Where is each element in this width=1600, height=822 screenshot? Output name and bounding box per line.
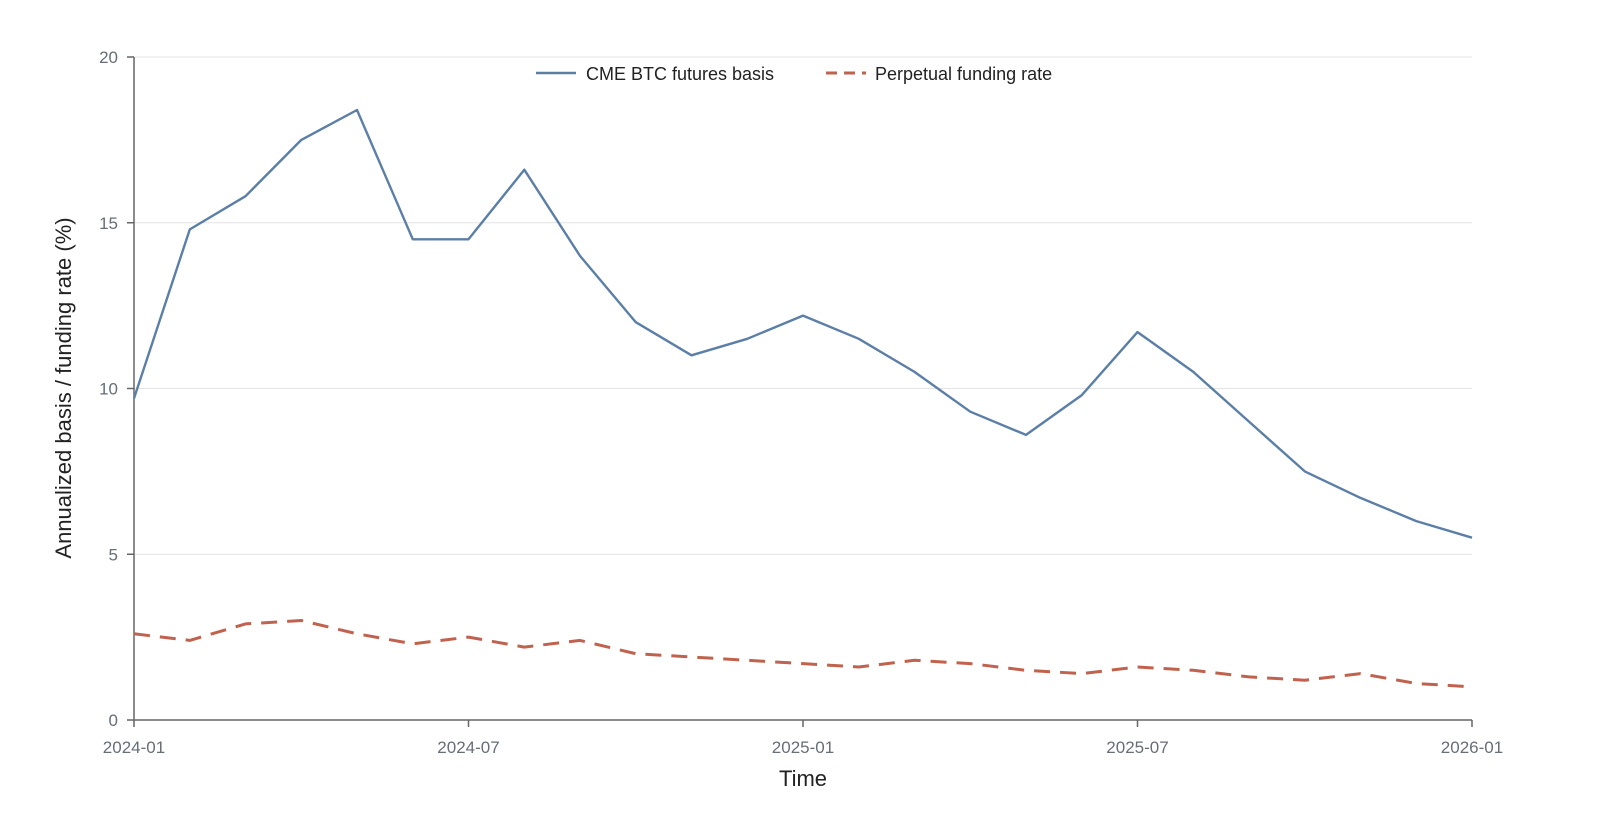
series-line-cme-basis [132, 108, 1473, 539]
x-tick-label: 2024-07 [437, 738, 499, 757]
series-line-funding-rate [133, 619, 1473, 689]
x-tick-label: 2025-07 [1106, 738, 1168, 757]
legend-label-cme: CME BTC futures basis [586, 64, 774, 84]
x-axis-title: Time [779, 766, 827, 791]
grid [134, 56, 1472, 555]
x-tick-label: 2026-01 [1441, 738, 1503, 757]
legend: CME BTC futures basis Perpetual funding … [536, 64, 1052, 84]
y-axis-title: Annualized basis / funding rate (%) [51, 217, 76, 558]
y-tick-label: 20 [99, 48, 118, 67]
legend-label-funding: Perpetual funding rate [875, 64, 1052, 84]
y-tick-label: 0 [109, 711, 118, 730]
y-tick-label: 15 [99, 214, 118, 233]
ticks: 0 5 10 15 20 2024-01 2024-07 2025-01 2025-07 2026… [99, 48, 1503, 757]
y-tick-label: 10 [99, 380, 118, 399]
x-tick-label: 2025-01 [772, 738, 834, 757]
y-tick-label: 5 [109, 545, 118, 564]
x-tick-label: 2024-01 [103, 738, 165, 757]
series [132, 108, 1473, 689]
